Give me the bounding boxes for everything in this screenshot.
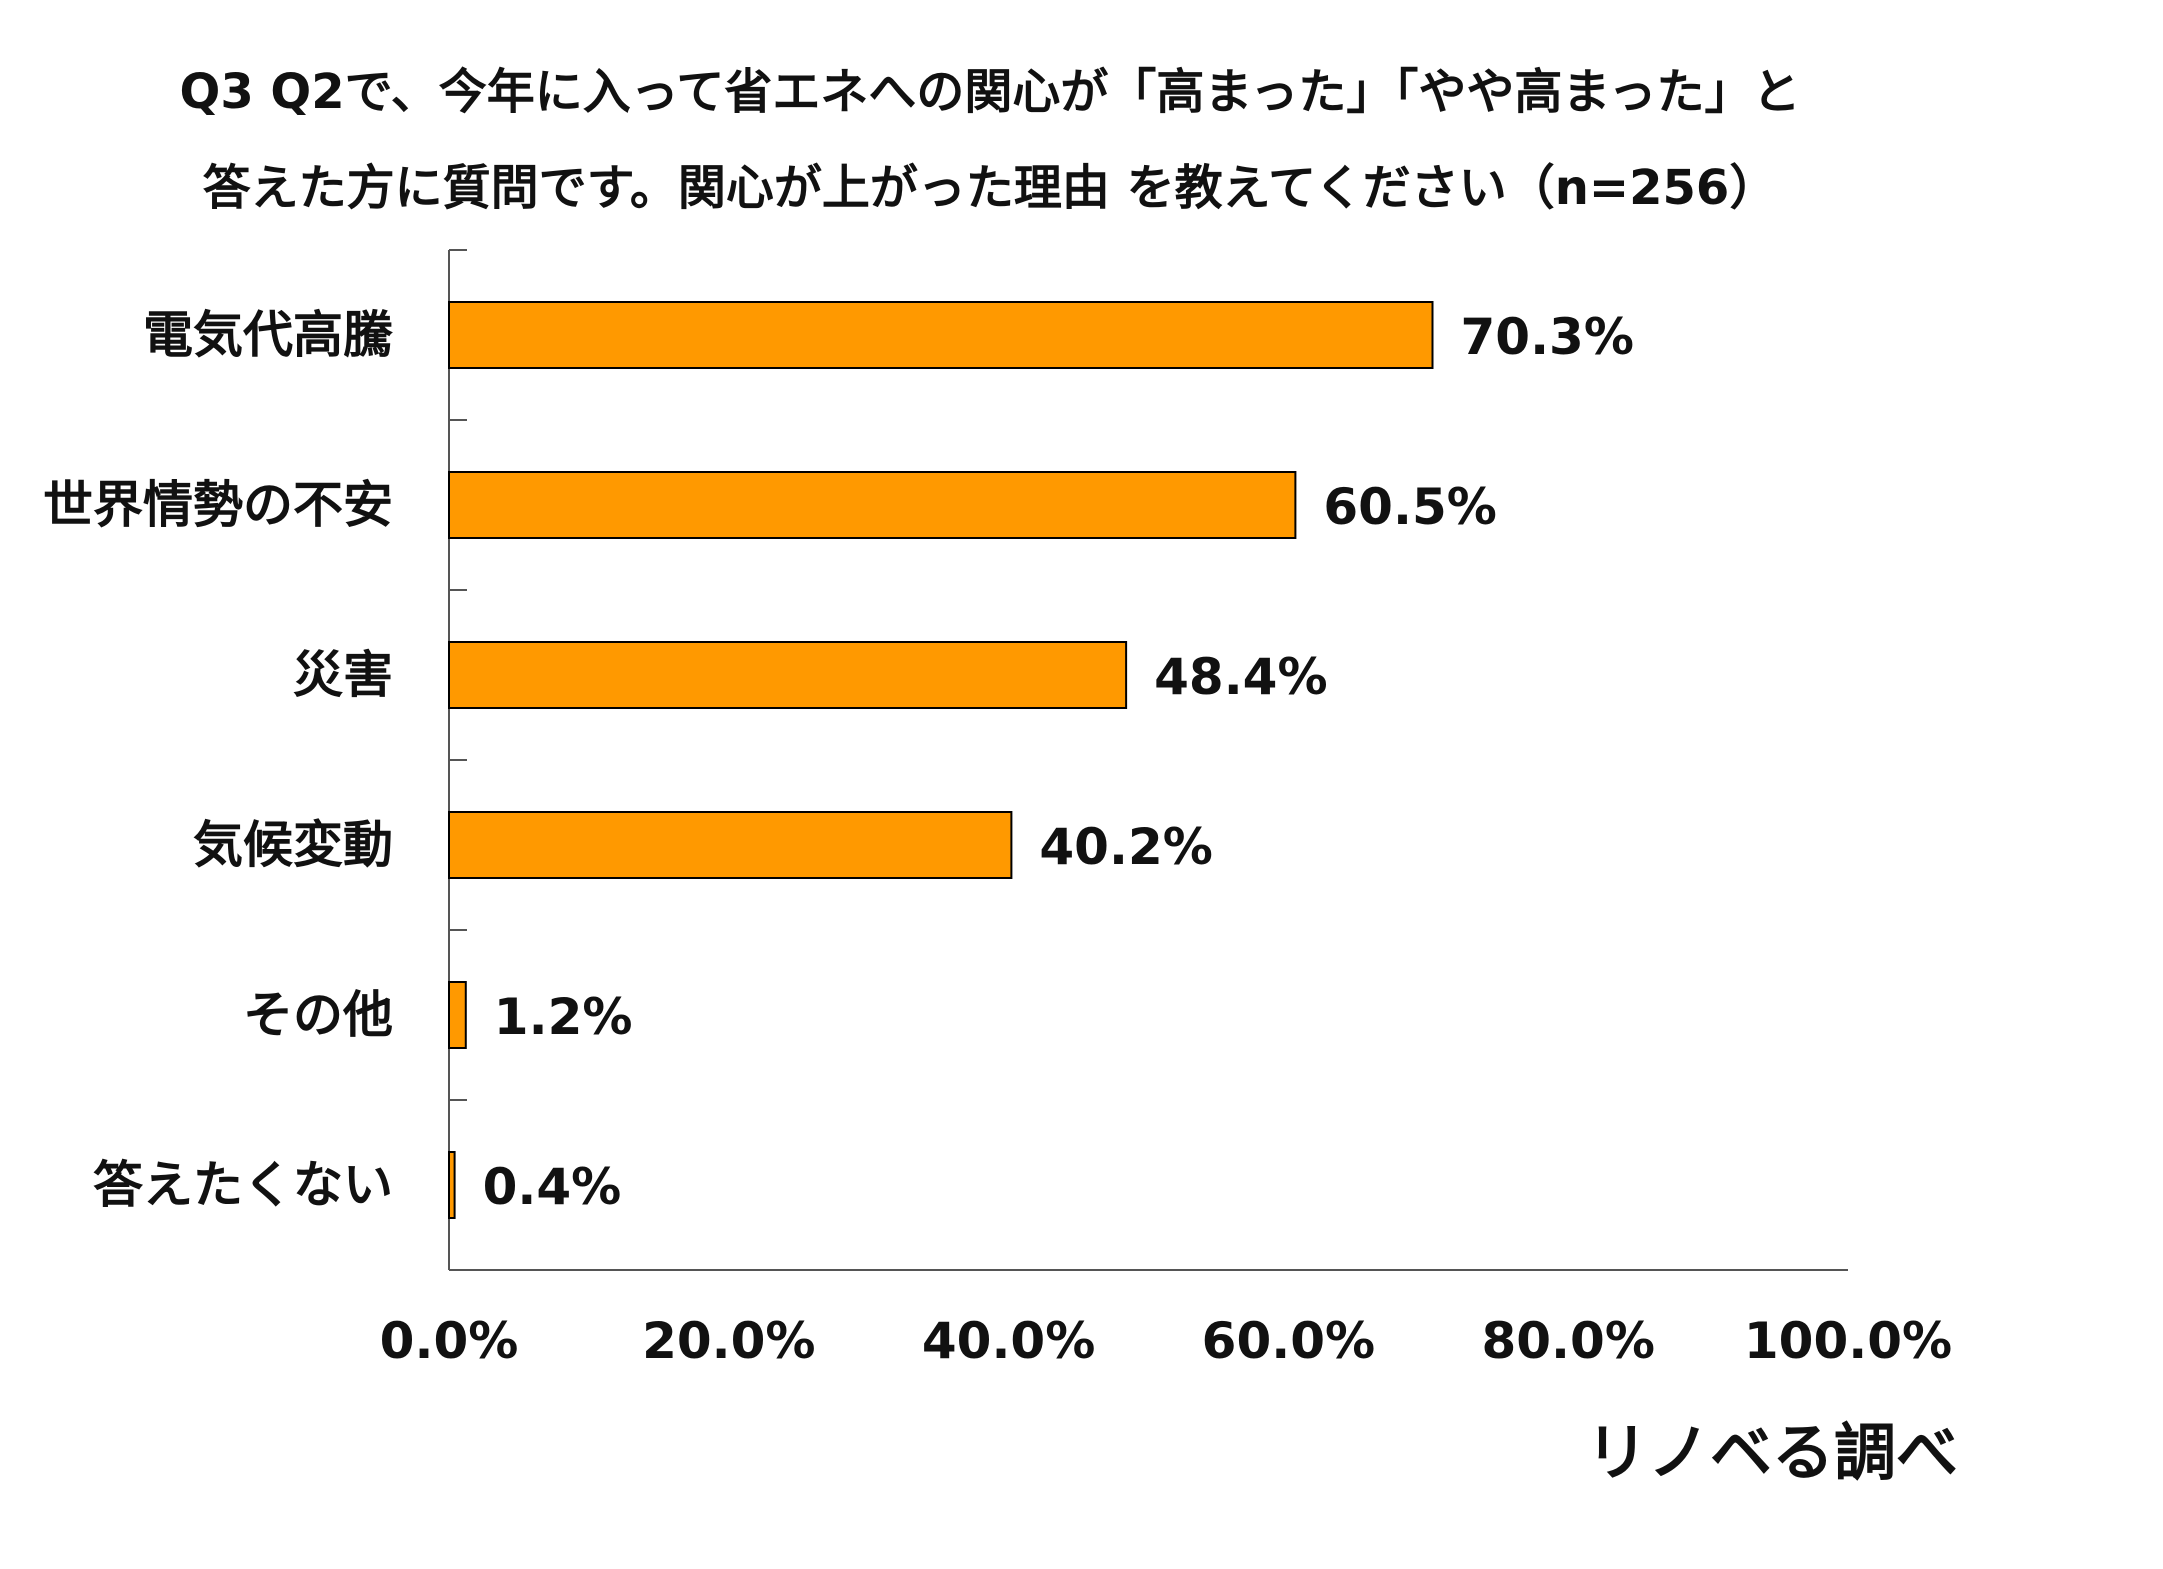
- bar-1: [448, 301, 1434, 369]
- category-label: 答えたくない: [93, 1156, 393, 1214]
- value-label: 1.2%: [494, 988, 633, 1046]
- bar-3: [448, 641, 1128, 709]
- category-label: 電気代高騰: [143, 306, 394, 364]
- value-label: 70.3%: [1460, 308, 1633, 366]
- value-label: 40.2%: [1039, 818, 1212, 876]
- x-tick-label: 60.0%: [1202, 1312, 1375, 1370]
- x-tick-label: 80.0%: [1481, 1312, 1654, 1370]
- x-tick-label: 20.0%: [642, 1312, 815, 1370]
- value-label: 48.4%: [1154, 648, 1327, 706]
- value-label: 0.4%: [483, 1158, 622, 1216]
- source-note: リノベる調べ: [1585, 1416, 1958, 1489]
- x-tick-label: 0.0%: [380, 1312, 519, 1370]
- chart-bars: [448, 301, 1434, 1219]
- chart-title-line2: 答えた方に質問です。関心が上がった理由 を教えてください（n=256）: [202, 160, 1778, 216]
- category-label: 災害: [293, 646, 393, 704]
- bar-2: [448, 471, 1297, 539]
- chart-labels: 電気代高騰 70.3% 世界情勢の不安 60.5% 災害 48.4% 気候変動 40.2% その…: [43, 306, 1952, 1370]
- chart-axes: [448, 249, 1848, 1271]
- chart-title-line1: Q3 Q2で、今年に入って省エネへの関心が「高まった」「やや高まった」と: [179, 64, 1801, 120]
- value-label: 60.5%: [1323, 478, 1496, 536]
- x-tick-label: 100.0%: [1744, 1312, 1952, 1370]
- x-tick-label: 40.0%: [922, 1312, 1095, 1370]
- bar-5: [448, 981, 467, 1049]
- category-label: その他: [243, 986, 393, 1044]
- bar-4: [448, 811, 1013, 879]
- category-label: 気候変動: [193, 816, 393, 874]
- category-label: 世界情勢の不安: [43, 476, 393, 534]
- bar-6: [448, 1151, 456, 1219]
